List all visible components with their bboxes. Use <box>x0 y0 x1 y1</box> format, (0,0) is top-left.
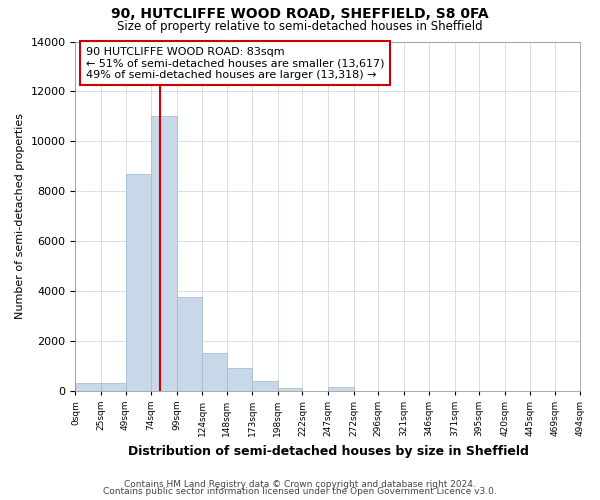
Bar <box>278 388 302 391</box>
X-axis label: Distribution of semi-detached houses by size in Sheffield: Distribution of semi-detached houses by … <box>128 444 529 458</box>
Bar <box>101 384 125 391</box>
Bar <box>227 368 252 391</box>
Text: 90, HUTCLIFFE WOOD ROAD, SHEFFIELD, S8 0FA: 90, HUTCLIFFE WOOD ROAD, SHEFFIELD, S8 0… <box>111 8 489 22</box>
Bar <box>252 382 278 391</box>
Bar <box>176 297 202 391</box>
Bar <box>76 384 101 391</box>
Text: Size of property relative to semi-detached houses in Sheffield: Size of property relative to semi-detach… <box>117 20 483 33</box>
Bar <box>202 354 227 391</box>
Y-axis label: Number of semi-detached properties: Number of semi-detached properties <box>15 113 25 319</box>
Text: 90 HUTCLIFFE WOOD ROAD: 83sqm
← 51% of semi-detached houses are smaller (13,617): 90 HUTCLIFFE WOOD ROAD: 83sqm ← 51% of s… <box>86 46 384 80</box>
Bar <box>125 174 151 391</box>
Text: Contains HM Land Registry data © Crown copyright and database right 2024.: Contains HM Land Registry data © Crown c… <box>124 480 476 489</box>
Bar <box>328 387 353 391</box>
Bar <box>151 116 176 391</box>
Text: Contains public sector information licensed under the Open Government Licence v3: Contains public sector information licen… <box>103 488 497 496</box>
